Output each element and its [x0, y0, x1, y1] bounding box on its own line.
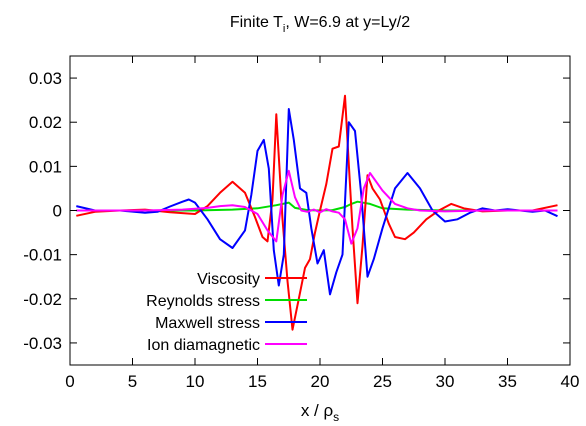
series-line-viscosity: [76, 94, 558, 331]
x-tick-label: 0: [65, 372, 74, 391]
x-tick-label: 10: [186, 372, 205, 391]
y-tick-label: 0.03: [29, 69, 62, 88]
legend-label: Viscosity: [197, 271, 260, 288]
x-tick-label: 30: [436, 372, 455, 391]
x-tick-label: 20: [311, 372, 330, 391]
x-tick-label: 5: [128, 372, 137, 391]
series-line-maxwell-stress: [76, 108, 558, 296]
x-tick-label: 25: [373, 372, 392, 391]
x-tick-label: 35: [498, 372, 517, 391]
legend: Viscosity Reynolds stress Maxwell stress Io…: [146, 271, 307, 354]
y-tick-label: 0: [53, 202, 62, 221]
axis-layer: 0 5 10 15 20 25 30 35 40 0.03 0.02 0.01 0 -0.01 -0.02 -…: [23, 56, 579, 391]
y-tick-label: -0.03: [23, 334, 62, 353]
legend-label: Ion diamagnetic: [147, 337, 260, 354]
y-tick-label: 0.01: [29, 157, 62, 176]
legend-label: Maxwell stress: [155, 315, 260, 332]
y-tick-label: -0.01: [23, 246, 62, 265]
y-tick-label: -0.02: [23, 290, 62, 309]
x-tick-label: 40: [561, 372, 580, 391]
x-tick-label: 15: [248, 372, 267, 391]
legend-label: Reynolds stress: [146, 293, 260, 310]
series-line-ion-diamagnetic: [76, 169, 558, 245]
x-axis-label: x / ρs: [301, 401, 339, 424]
chart-title: Finite Ti, W=6.9 at y=Ly/2: [230, 14, 410, 35]
y-tick-label: 0.02: [29, 113, 62, 132]
series-layer: [76, 94, 558, 331]
